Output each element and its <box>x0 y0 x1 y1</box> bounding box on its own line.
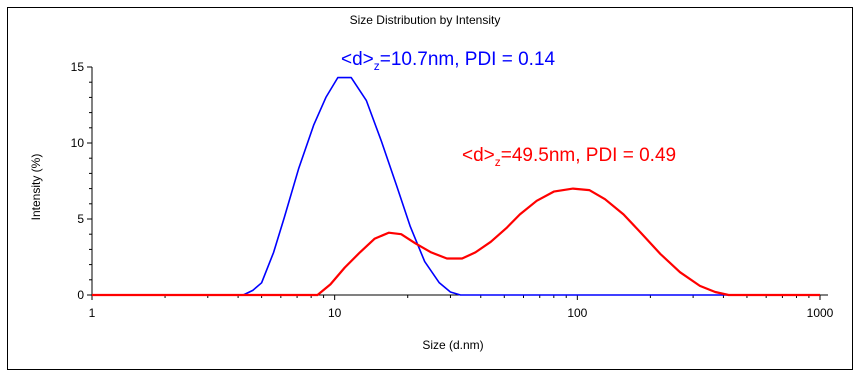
annotation-subscript: z <box>495 155 501 169</box>
x-tick-label: 1 <box>89 306 96 320</box>
annotation-main: <d> <box>341 49 374 70</box>
series-layer <box>92 76 820 297</box>
annotation-subscript: z <box>374 59 380 73</box>
y-tick-label: 5 <box>77 212 84 226</box>
y-tick-label: 0 <box>77 288 84 302</box>
chart-frame <box>7 7 853 370</box>
y-tick-label: 10 <box>71 136 85 150</box>
y-axis-label: Intensity (%) <box>29 154 43 221</box>
y-tick-label: 15 <box>71 60 85 74</box>
annotation-red: <d>z=49.5nm, PDI = 0.49 <box>462 145 676 169</box>
axes <box>91 67 828 296</box>
x-tick-label: 100 <box>567 306 587 320</box>
annotation-rest: =10.7nm, PDI = 0.14 <box>380 49 556 70</box>
annotation-rest: =49.5nm, PDI = 0.49 <box>501 145 676 166</box>
x-tick-label: 10 <box>328 306 342 320</box>
annotation-main: <d> <box>462 145 495 166</box>
series-line-0 <box>92 76 820 296</box>
ticks: 0 5 10 15 1 10 100 1000 <box>71 60 834 320</box>
annotation-blue: <d>z=10.7nm, PDI = 0.14 <box>341 49 556 73</box>
series-line-1 <box>92 187 820 297</box>
x-axis-label: Size (d.nm) <box>422 338 483 352</box>
chart-title: Size Distribution by Intensity <box>350 13 501 27</box>
x-tick-label: 1000 <box>807 306 834 320</box>
